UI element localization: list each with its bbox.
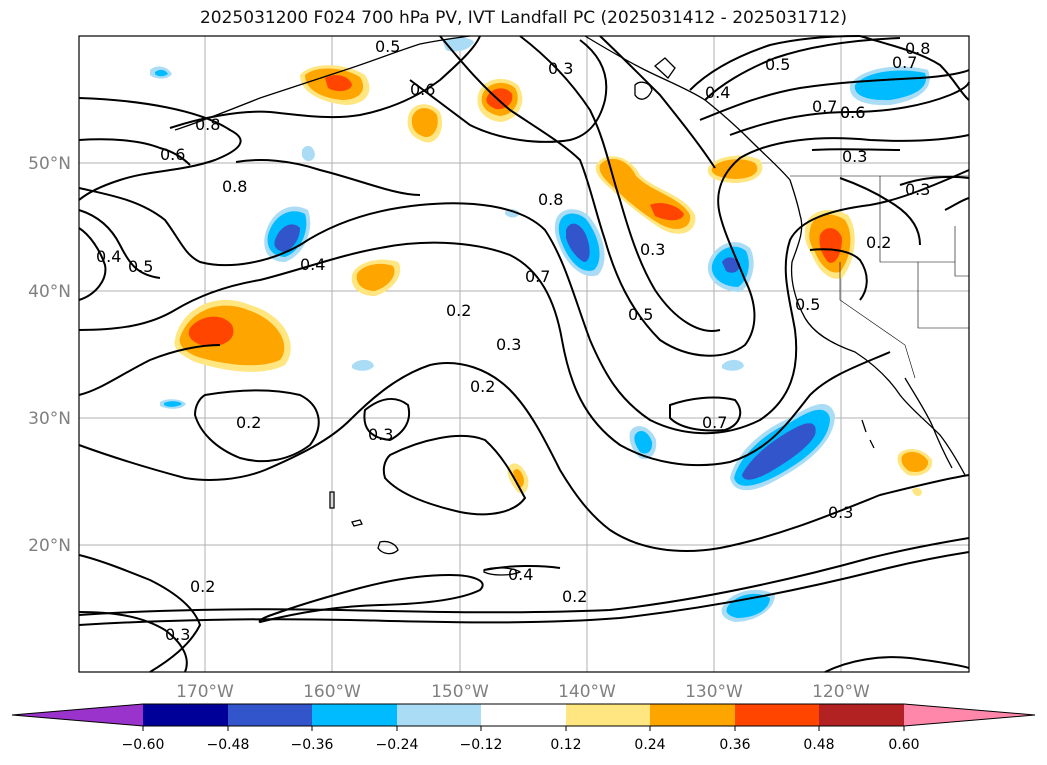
lat-tick-label: 30°N xyxy=(28,409,71,429)
colorbar-tick-label: 0.48 xyxy=(803,737,834,753)
contour-label: 0.5 xyxy=(795,295,820,314)
contour-label: 0.8 xyxy=(905,39,930,58)
colorbar-under-arrow xyxy=(12,704,143,726)
colorbar: −0.60 −0.48 −0.36 −0.24 −0.12 0.12 0.24 … xyxy=(11,703,1036,753)
colorbar-tick-label: −0.60 xyxy=(122,737,165,753)
colorbar-segment xyxy=(481,704,566,726)
contour-label: 0.7 xyxy=(525,267,550,286)
lon-tick-label: 130°W xyxy=(685,682,743,702)
contour-labels: 0.5 0.3 0.8 0.7 0.5 0.4 0.6 0.6 0.8 0.6 … xyxy=(96,37,930,644)
colorbar-tick-label: −0.48 xyxy=(207,737,250,753)
map-plot: 0.5 0.3 0.8 0.7 0.5 0.4 0.6 0.6 0.8 0.6 … xyxy=(78,35,970,673)
contour-label: 0.3 xyxy=(842,147,867,166)
negative-anomaly-shading xyxy=(150,37,930,622)
map-title: 2025031200 F024 700 hPa PV, IVT Landfall… xyxy=(199,8,847,28)
colorbar-segment xyxy=(566,704,650,726)
contour-label: 0.3 xyxy=(368,425,393,444)
colorbar-segment xyxy=(397,704,481,726)
contour-label: 0.6 xyxy=(840,103,865,122)
pv-contours xyxy=(78,35,970,673)
contour-label: 0.7 xyxy=(702,413,727,432)
contour-label: 0.5 xyxy=(375,37,400,56)
positive-anomaly-shading xyxy=(174,65,933,497)
contour-label: 0.8 xyxy=(222,177,247,196)
contour-label: 0.5 xyxy=(765,55,790,74)
latitude-ticks: 50°N 40°N 30°N 20°N xyxy=(28,154,71,556)
contour-label: 0.2 xyxy=(446,301,471,320)
contour-label: 0.4 xyxy=(96,247,121,266)
contour-label: 0.4 xyxy=(508,565,533,584)
contour-label: 0.5 xyxy=(128,257,153,276)
lon-tick-label: 170°W xyxy=(176,682,234,702)
contour-label: 0.3 xyxy=(496,335,521,354)
contour-label: 0.3 xyxy=(640,240,665,259)
lat-tick-label: 40°N xyxy=(28,282,71,302)
contour-label: 0.3 xyxy=(905,180,930,199)
colorbar-segment xyxy=(819,704,904,726)
colorbar-tick-label: 0.60 xyxy=(888,737,919,753)
colorbar-segment xyxy=(735,704,819,726)
colorbar-segment xyxy=(143,704,228,726)
lat-tick-label: 50°N xyxy=(28,154,71,174)
lon-tick-label: 150°W xyxy=(431,682,489,702)
longitude-ticks: 170°W 160°W 150°W 140°W 130°W 120°W xyxy=(176,682,870,702)
contour-label: 0.6 xyxy=(840,103,865,122)
contour-label: 0.8 xyxy=(195,115,220,134)
colorbar-segment xyxy=(312,704,397,726)
lon-tick-label: 140°W xyxy=(558,682,616,702)
contour-label: 0.6 xyxy=(410,80,435,99)
lon-tick-label: 160°W xyxy=(303,682,361,702)
colorbar-tick-label: 0.12 xyxy=(550,737,581,753)
contour-label: 0.3 xyxy=(828,503,853,522)
contour-label: 0.2 xyxy=(236,413,261,432)
contour-label: 0.2 xyxy=(190,577,215,596)
borders xyxy=(790,175,969,379)
colorbar-tick-label: −0.24 xyxy=(376,737,419,753)
contour-label: 0.4 xyxy=(705,83,730,102)
contour-label: 0.8 xyxy=(538,190,563,209)
contour-label: 0.6 xyxy=(160,145,185,164)
colorbar-segment xyxy=(650,704,735,726)
contour-label: 0.2 xyxy=(866,233,891,252)
lon-tick-label: 120°W xyxy=(812,682,870,702)
contour-label: 0.5 xyxy=(628,305,653,324)
contour-label: 0.7 xyxy=(812,97,837,116)
coastlines xyxy=(174,35,966,576)
colorbar-tick-label: 0.36 xyxy=(719,737,750,753)
map-frame xyxy=(78,35,970,673)
contour-label: 0.3 xyxy=(165,625,190,644)
colorbar-tick-label: 0.24 xyxy=(634,737,665,753)
colorbar-over-arrow xyxy=(904,704,1035,726)
contour-label: 0.7 xyxy=(892,53,917,72)
contour-label: 0.3 xyxy=(548,59,573,78)
colorbar-tick-label: −0.12 xyxy=(460,737,503,753)
colorbar-tick-label: −0.36 xyxy=(291,737,334,753)
contour-label: 0.4 xyxy=(300,255,325,274)
contour-label: 0.2 xyxy=(562,587,587,606)
lat-tick-label: 20°N xyxy=(28,536,71,556)
colorbar-segment xyxy=(228,704,312,726)
contour-label: 0.2 xyxy=(470,377,495,396)
